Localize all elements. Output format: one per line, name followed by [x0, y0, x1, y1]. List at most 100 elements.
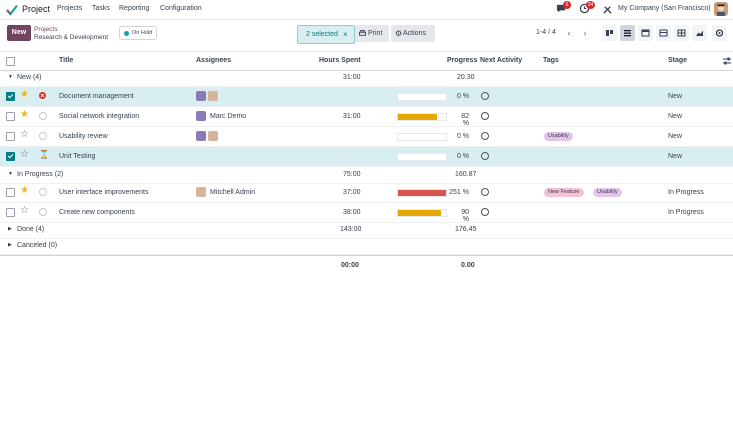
row-checkbox[interactable]	[6, 92, 15, 101]
user-avatar[interactable]	[714, 2, 728, 16]
pager-previous-icon[interactable]: ‹	[567, 28, 571, 38]
task-title[interactable]: Create new components	[59, 209, 135, 216]
app-name[interactable]: Project	[22, 4, 51, 14]
task-title[interactable]: Unit Testing	[59, 153, 96, 160]
status-label: On Hold	[132, 30, 153, 36]
tools-icon[interactable]	[603, 5, 612, 14]
unselect-icon[interactable]: ×	[343, 30, 348, 39]
state-circle-icon[interactable]	[39, 132, 47, 140]
activity-clock-icon[interactable]	[481, 112, 489, 120]
activity-clock-icon[interactable]	[481, 152, 489, 160]
assignee-name: Marc Demo	[210, 113, 247, 120]
menu-projects[interactable]: Projects	[57, 5, 83, 12]
view-list-button[interactable]	[620, 25, 635, 41]
priority-star-icon[interactable]: ★	[20, 89, 29, 100]
tag-badge: Usability	[593, 188, 622, 197]
list-header: Title Assignees Hours Spent Progress Nex…	[0, 51, 733, 71]
task-title[interactable]: Social network integration	[59, 113, 140, 120]
view-form-button[interactable]	[638, 25, 653, 41]
column-tags[interactable]: Tags	[543, 57, 559, 64]
column-next-activity[interactable]: Next Activity	[480, 57, 523, 64]
task-title[interactable]: Usability review	[59, 133, 108, 140]
stage-value: New	[668, 133, 683, 140]
caret-down-icon: ▼	[8, 171, 13, 177]
task-title[interactable]: Document management	[59, 93, 134, 100]
actions-button[interactable]: ⚙ Actions	[391, 25, 435, 42]
task-title[interactable]: User interface improvements	[59, 189, 149, 196]
assignee-avatar[interactable]	[208, 91, 218, 101]
state-circle-icon[interactable]	[39, 112, 47, 120]
activity-clock-icon[interactable]	[481, 132, 489, 140]
table-row[interactable]: ★ Document management 0 % New	[0, 87, 733, 107]
pager-value[interactable]: 1-4 / 4	[536, 29, 556, 36]
caret-right-icon: ▶	[8, 242, 12, 248]
row-checkbox[interactable]	[6, 152, 15, 161]
view-calendar-button[interactable]	[656, 25, 671, 41]
print-label: Print	[368, 30, 383, 37]
progress-text: 0 %	[456, 93, 469, 100]
view-graph-button[interactable]	[692, 25, 707, 41]
column-progress[interactable]: Progress	[447, 57, 478, 64]
state-circle-icon[interactable]	[39, 188, 47, 196]
table-row[interactable]: ★ User interface improvements Mitchell A…	[0, 183, 733, 203]
stage-value: In Progress	[668, 189, 704, 196]
state-circle-icon[interactable]	[39, 208, 47, 216]
messages-button[interactable]: 6	[556, 1, 571, 15]
activity-clock-icon[interactable]	[481, 208, 489, 216]
assignee-avatar[interactable]	[208, 131, 218, 141]
column-title[interactable]: Title	[59, 57, 74, 64]
table-row[interactable]: ☆ Create new components 38:00 90 % In Pr…	[0, 203, 733, 223]
project-logo-icon[interactable]	[6, 4, 18, 16]
group-row-new[interactable]: ▼ New (4) 31:00 20.30	[0, 70, 733, 87]
pager-next-icon[interactable]: ›	[583, 28, 587, 38]
row-checkbox[interactable]	[6, 112, 15, 121]
progress-fill	[398, 190, 446, 196]
progress-bar	[397, 93, 447, 101]
new-button[interactable]: New	[7, 25, 31, 41]
assignee-avatar[interactable]	[196, 131, 206, 141]
project-status-button[interactable]: On Hold	[119, 26, 157, 40]
row-checkbox[interactable]	[6, 132, 15, 141]
table-row[interactable]: ☆ ⌛ Unit Testing 0 % New	[0, 147, 733, 167]
column-stage[interactable]: Stage	[668, 57, 688, 64]
menu-configuration[interactable]: Configuration	[160, 5, 202, 12]
row-checkbox[interactable]	[6, 188, 15, 197]
row-checkbox[interactable]	[6, 208, 15, 217]
group-progress: 20.30	[457, 74, 475, 81]
actions-label: Actions	[403, 30, 426, 37]
view-pivot-button[interactable]	[674, 25, 689, 41]
menu-tasks[interactable]: Tasks	[92, 5, 110, 12]
view-activity-button[interactable]	[712, 25, 727, 41]
group-row-in-progress[interactable]: ▼ In Progress (2) 75:00 160.87	[0, 167, 733, 184]
assignee-avatar[interactable]	[196, 111, 206, 121]
activity-clock-icon[interactable]	[481, 92, 489, 100]
priority-star-icon[interactable]: ★	[20, 185, 29, 196]
activity-clock-icon[interactable]	[481, 188, 489, 196]
optional-columns-icon[interactable]	[723, 57, 731, 65]
view-kanban-button[interactable]	[602, 25, 617, 41]
hours-value: 38:00	[343, 209, 361, 216]
menu-reporting[interactable]: Reporting	[119, 5, 150, 12]
gear-icon: ⚙	[395, 29, 403, 38]
hourglass-icon[interactable]: ⌛	[39, 150, 49, 159]
assignee-avatar[interactable]	[196, 91, 206, 101]
priority-star-outline-icon[interactable]: ☆	[20, 149, 29, 160]
column-hours[interactable]: Hours Spent	[319, 57, 361, 64]
blocked-state-icon[interactable]	[39, 92, 46, 99]
table-row[interactable]: ★ Social network integration Marc Demo 3…	[0, 107, 733, 127]
print-icon	[359, 30, 366, 36]
priority-star-icon[interactable]: ★	[20, 109, 29, 120]
print-button[interactable]: Print	[355, 25, 389, 42]
progress-text: 82 %	[461, 113, 469, 127]
company-switcher[interactable]: My Company (San Francisco)	[618, 5, 711, 12]
table-row[interactable]: ☆ Usability review 0 % Usability New	[0, 127, 733, 147]
group-row-canceled[interactable]: ▶ Canceled (0)	[0, 238, 733, 255]
assignee-avatar[interactable]	[196, 187, 206, 197]
column-assignees[interactable]: Assignees	[196, 57, 232, 64]
select-all-checkbox[interactable]	[6, 57, 15, 66]
group-row-done[interactable]: ▶ Done (4) 143:00 176.45	[0, 222, 733, 239]
breadcrumb-projects[interactable]: Projects	[34, 26, 58, 33]
activities-button[interactable]: 34	[579, 1, 595, 15]
priority-star-outline-icon[interactable]: ☆	[20, 129, 29, 140]
priority-star-outline-icon[interactable]: ☆	[20, 205, 29, 216]
